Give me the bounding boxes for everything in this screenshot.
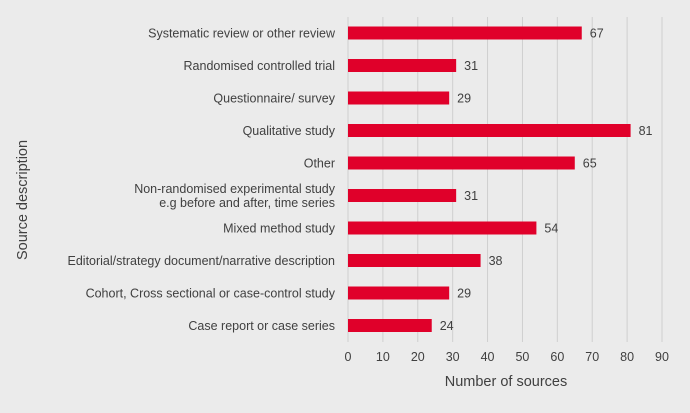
- data-label: 29: [457, 92, 471, 106]
- data-label: 29: [457, 287, 471, 301]
- category-label-line: Case report or case series: [188, 319, 335, 333]
- category-label-line: e.g before and after, time series: [159, 196, 335, 210]
- y-axis-title: Source description: [15, 140, 31, 260]
- x-tick-label: 10: [376, 350, 390, 364]
- category-label: Non-randomised experimental study e.g bef…: [134, 182, 336, 210]
- data-label: 31: [464, 189, 478, 203]
- x-tick-label: 80: [620, 350, 634, 364]
- x-tick-label: 50: [515, 350, 529, 364]
- category-label-line: Questionnaire/ survey: [213, 92, 335, 106]
- data-label: 81: [639, 124, 653, 138]
- bar: [348, 189, 457, 202]
- category-label: Editorial/strategy document/narrative de…: [68, 254, 336, 268]
- bar: [348, 319, 432, 332]
- bar: [348, 59, 457, 72]
- category-label-line: Other: [304, 157, 335, 171]
- category-label-line: Qualitative study: [243, 124, 336, 138]
- category-label-line: Mixed method study: [223, 222, 336, 236]
- data-label: 31: [464, 59, 478, 73]
- category-label: Mixed method study: [223, 222, 336, 236]
- category-label: Systematic review or other review: [148, 27, 336, 41]
- data-label: 65: [583, 157, 597, 171]
- bar: [348, 124, 631, 137]
- category-label: Randomised controlled trial: [184, 59, 335, 73]
- x-axis-title: Number of sources: [445, 374, 568, 390]
- bar: [348, 26, 582, 40]
- data-labels: 67 31 29 81 65 31 54 38 29 24: [440, 27, 653, 334]
- data-label: 54: [544, 222, 558, 236]
- category-label: Questionnaire/ survey: [213, 92, 335, 106]
- x-tick-label: 90: [655, 350, 669, 364]
- category-label: Cohort, Cross sectional or case-control …: [86, 287, 336, 301]
- category-label-line: Cohort, Cross sectional or case-control …: [86, 287, 336, 301]
- x-tick-label: 0: [345, 350, 352, 364]
- x-tick-labels: 0 10 20 30 40 50 60 70 80 90: [345, 350, 669, 364]
- x-tick-label: 20: [411, 350, 425, 364]
- bar: [348, 286, 450, 300]
- category-label: Case report or case series: [188, 319, 335, 333]
- category-label: Qualitative study: [243, 124, 336, 138]
- category-label: Other: [304, 157, 335, 171]
- x-tick-label: 70: [585, 350, 599, 364]
- bar: [348, 221, 537, 235]
- category-label-line: Editorial/strategy document/narrative de…: [68, 254, 336, 268]
- bars: [348, 26, 631, 332]
- bar: [348, 254, 481, 267]
- x-tick-label: 60: [550, 350, 564, 364]
- category-label-line: Randomised controlled trial: [184, 59, 335, 73]
- category-labels: Systematic review or other review Randomi…: [68, 27, 336, 334]
- category-label-line: Non-randomised experimental study: [134, 182, 336, 196]
- bar: [348, 91, 450, 105]
- data-label: 24: [440, 319, 454, 333]
- data-label: 38: [489, 254, 503, 268]
- category-label-line: Systematic review or other review: [148, 27, 336, 41]
- x-tick-label: 30: [446, 350, 460, 364]
- x-tick-label: 40: [481, 350, 495, 364]
- data-label: 67: [590, 27, 604, 41]
- bar: [348, 156, 575, 170]
